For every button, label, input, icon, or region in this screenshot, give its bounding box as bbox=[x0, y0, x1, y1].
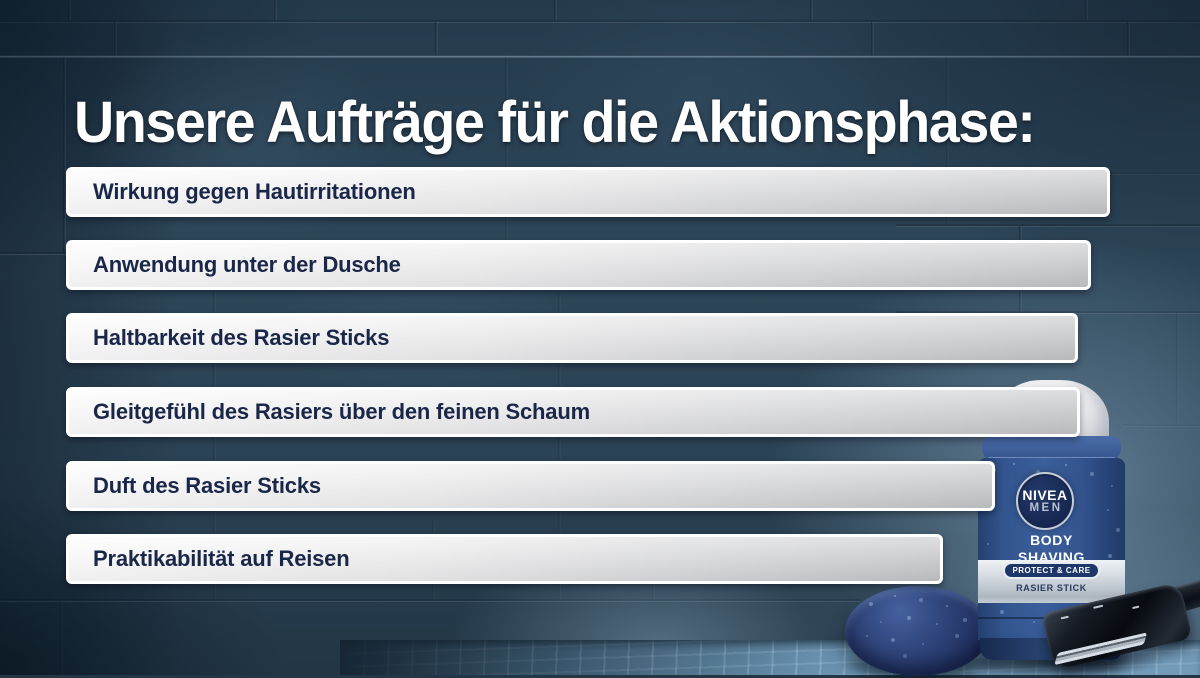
brand-name: NIVEA bbox=[1022, 486, 1068, 503]
agenda-item-label: Haltbarkeit des Rasier Sticks bbox=[93, 325, 390, 350]
agenda-item: Wirkung gegen Hautirritationen bbox=[66, 167, 1110, 217]
agenda-item-label: Wirkung gegen Hautirritationen bbox=[93, 179, 416, 204]
category-line1: BODY bbox=[1030, 532, 1073, 548]
agenda-item-label: Duft des Rasier Sticks bbox=[93, 473, 321, 498]
agenda-item-label: Praktikabilität auf Reisen bbox=[93, 546, 350, 571]
product-variant: RASIER STICK bbox=[1016, 583, 1087, 594]
silver-label-band: PROTECT & CARE RASIER STICK bbox=[978, 560, 1125, 603]
product-cap bbox=[845, 586, 990, 676]
agenda-item-label: Anwendung unter der Dusche bbox=[93, 252, 401, 277]
brand-sub-name: MEN bbox=[1029, 501, 1063, 514]
agenda-item-label: Gleitgefühl des Rasiers über den feinen … bbox=[93, 399, 590, 424]
agenda-item: Praktikabilität auf Reisen bbox=[66, 534, 943, 584]
nivea-men-logo: NIVEA MEN bbox=[1016, 472, 1074, 530]
protect-care-badge: PROTECT & CARE bbox=[1003, 562, 1100, 580]
agenda-item: Anwendung unter der Dusche bbox=[66, 240, 1091, 290]
agenda-item: Gleitgefühl des Rasiers über den feinen … bbox=[66, 387, 1080, 437]
agenda-item: Haltbarkeit des Rasier Sticks bbox=[66, 313, 1078, 363]
agenda-item: Duft des Rasier Sticks bbox=[66, 461, 995, 511]
slide-title: Unsere Aufträge für die Aktionsphase: bbox=[74, 89, 1036, 155]
